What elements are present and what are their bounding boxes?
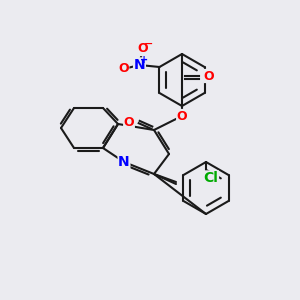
- Text: O: O: [177, 110, 187, 122]
- Text: Cl: Cl: [204, 171, 218, 185]
- Text: O: O: [124, 116, 134, 128]
- Text: +: +: [140, 55, 148, 65]
- Text: −: −: [144, 39, 153, 49]
- Text: N: N: [118, 155, 130, 169]
- Text: O: O: [137, 43, 148, 56]
- Text: O: O: [204, 70, 214, 83]
- Text: N: N: [134, 58, 145, 72]
- Text: O: O: [118, 62, 129, 76]
